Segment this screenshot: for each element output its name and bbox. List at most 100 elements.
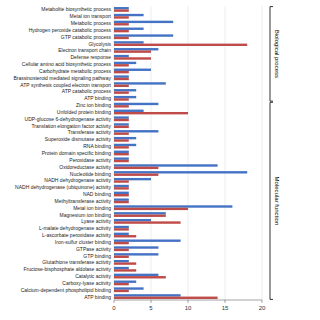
bar: [114, 23, 129, 25]
bar: [114, 253, 158, 255]
bar: [114, 75, 129, 77]
axis-line: [114, 300, 262, 301]
bar: [114, 137, 136, 139]
bar: [114, 7, 129, 9]
category-label: Cellular amino acid biosynthetic process: [22, 61, 112, 67]
bar: [114, 242, 129, 244]
category-label: Unfolded protein binding: [57, 109, 111, 115]
bar: [114, 212, 166, 214]
bar: [114, 123, 129, 125]
bar: [114, 208, 188, 210]
category-label: Lyase activity: [81, 218, 111, 224]
bar: [114, 171, 247, 173]
bar: [114, 71, 129, 73]
category-label: Hydrogen peroxide catabolic process: [29, 27, 112, 33]
bar: [114, 98, 129, 100]
category-label: ATP binding: [84, 95, 111, 101]
chart: 05101520Metabolite biosynthetic processM…: [0, 0, 320, 320]
bar: [114, 239, 181, 241]
grid-line: [262, 6, 263, 300]
bar: [114, 235, 136, 237]
bar: [114, 14, 144, 16]
category-label: Electron transport chain: [58, 47, 111, 53]
bar: [114, 110, 144, 112]
category-label: L-ascorbate peroxidase activity: [42, 232, 111, 238]
bar: [114, 201, 129, 203]
y-axis: Metabolite biosynthetic processMetal ion…: [13, 6, 111, 299]
category-label: Glutathione transferase activity: [42, 259, 111, 265]
category-label: ATP synthesis coupled electron transport: [20, 82, 111, 88]
bar: [114, 290, 129, 292]
bar: [114, 274, 158, 276]
category-label: Metal ion transport: [70, 13, 112, 19]
category-label: Calcium-dependent phospholipid binding: [21, 287, 112, 293]
bar: [114, 16, 129, 18]
category-label: Metal ion binding: [73, 205, 111, 211]
bar: [114, 167, 158, 169]
bar: [114, 281, 136, 283]
bar: [114, 69, 151, 71]
bar: [114, 246, 158, 248]
category-label: Protein domain specific binding: [42, 150, 111, 156]
bar: [114, 116, 129, 118]
bar: [114, 96, 136, 98]
category-label: Carboxy-lyase activity: [62, 280, 111, 286]
bar: [114, 78, 129, 80]
category-label: GTPase activity: [76, 246, 112, 252]
bar: [114, 221, 181, 223]
tick-label: 10: [185, 305, 192, 311]
bar: [114, 233, 129, 235]
category-label: Brassinosteroid mediated signaling pathw…: [13, 75, 111, 81]
category-label: UDP-glucose 6-dehydrogenase activity: [25, 116, 112, 122]
grid: [114, 6, 262, 300]
category-label: Catalytic activity: [75, 273, 111, 279]
bar: [114, 112, 188, 114]
bar: [114, 44, 247, 46]
bar: [114, 126, 129, 128]
category-label: Magnesium ion binding: [60, 212, 112, 218]
bar: [114, 262, 136, 264]
bar: [114, 276, 166, 278]
bar: [114, 103, 158, 105]
bar: [114, 160, 129, 162]
bar: [114, 185, 129, 187]
bars: [114, 7, 247, 299]
bracket-tick: [270, 102, 273, 103]
tick-mark: [262, 300, 263, 303]
bar: [114, 105, 129, 107]
bar: [114, 28, 144, 30]
bar: [114, 89, 136, 91]
tick-mark: [114, 300, 115, 303]
tick-mark: [225, 300, 226, 303]
category-label: Zinc ion binding: [76, 102, 111, 108]
category-label: Glycolysis: [88, 41, 111, 47]
tick-label: 5: [149, 305, 153, 311]
bar: [114, 130, 158, 132]
bar: [114, 198, 129, 200]
bracket-line: [270, 7, 271, 102]
category-label: Translation elongation factor activity: [31, 123, 111, 129]
tick-label: 0: [112, 305, 116, 311]
category-label: GTP binding: [83, 253, 111, 259]
category-label: Superoxide dismutase activity: [45, 136, 112, 142]
bar: [114, 297, 218, 299]
category-label: Peroxidase activity: [69, 157, 111, 163]
brackets: Biological processMolecular function: [270, 7, 280, 300]
bar: [114, 269, 136, 271]
bar: [114, 64, 129, 66]
category-label: Iron-sulfur cluster binding: [55, 239, 111, 245]
bar: [114, 144, 136, 146]
bar: [114, 249, 129, 251]
bar: [114, 50, 151, 52]
bar: [114, 219, 151, 221]
category-label: Defense response: [70, 54, 111, 60]
bar: [114, 91, 129, 93]
category-label: ATP binding: [84, 294, 111, 300]
grid-line: [188, 6, 189, 300]
bar: [114, 157, 129, 159]
category-label: L-malate dehydrogenase activity: [39, 225, 111, 231]
category-label: ATP catabolic process: [62, 88, 112, 94]
bar: [114, 139, 129, 141]
bar: [114, 260, 129, 262]
bar: [114, 62, 136, 64]
